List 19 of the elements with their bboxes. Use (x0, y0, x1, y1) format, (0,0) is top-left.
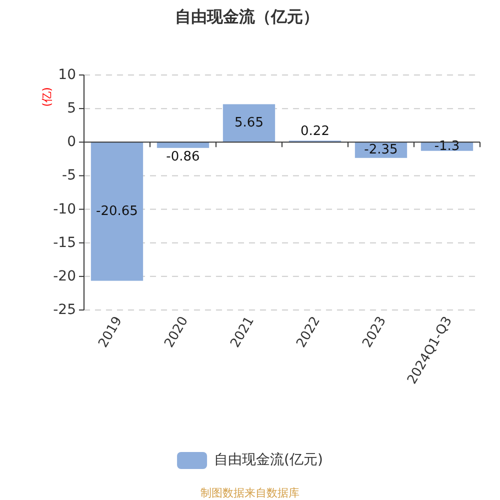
data-label: -20.65 (96, 204, 138, 219)
data-label: -2.35 (364, 142, 398, 158)
chart-title: 自由现金流（亿元） (175, 7, 319, 26)
y-tick-label: 5 (67, 100, 76, 117)
y-tick-label: 10 (58, 67, 76, 83)
data-label: -0.86 (166, 149, 200, 164)
data-label: 5.65 (234, 116, 264, 131)
y-tick-label: -20 (53, 268, 76, 284)
y-tick-label: -5 (62, 168, 76, 184)
legend-label: 自由现金流(亿元) (214, 452, 323, 468)
legend: 自由现金流(亿元) (177, 452, 323, 469)
y-tick-label: -25 (53, 302, 76, 318)
data-label: 0.22 (300, 124, 330, 140)
y-axis-title: (亿) (40, 87, 54, 107)
annotation: 制图数据来自数据库 (200, 486, 300, 500)
data-label: -1.3 (434, 139, 460, 154)
y-tick-label: 0 (67, 134, 76, 150)
y-tick-label: -15 (53, 234, 76, 251)
y-tick-label: -10 (53, 201, 76, 218)
